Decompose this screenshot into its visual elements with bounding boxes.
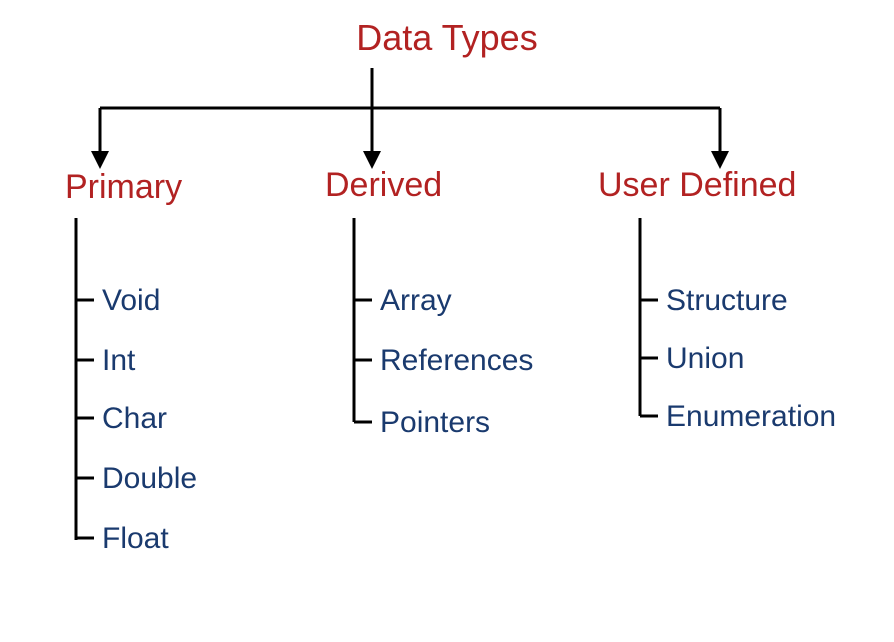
item-derived-2: Pointers — [380, 406, 490, 439]
item-primary-2: Char — [102, 402, 167, 435]
item-user-defined-2: Enumeration — [666, 400, 836, 433]
item-derived-1: References — [380, 344, 533, 377]
item-user-defined-1: Union — [666, 342, 744, 375]
category-label-derived: Derived — [325, 166, 442, 204]
item-derived-0: Array — [380, 284, 452, 317]
item-primary-3: Double — [102, 462, 197, 495]
diagram-title: Data Types — [356, 17, 537, 58]
item-user-defined-0: Structure — [666, 284, 788, 317]
item-primary-1: Int — [102, 344, 136, 377]
item-primary-0: Void — [102, 284, 160, 317]
category-label-primary: Primary — [65, 168, 182, 206]
item-primary-4: Float — [102, 522, 169, 555]
category-label-user-defined: User Defined — [598, 166, 796, 204]
